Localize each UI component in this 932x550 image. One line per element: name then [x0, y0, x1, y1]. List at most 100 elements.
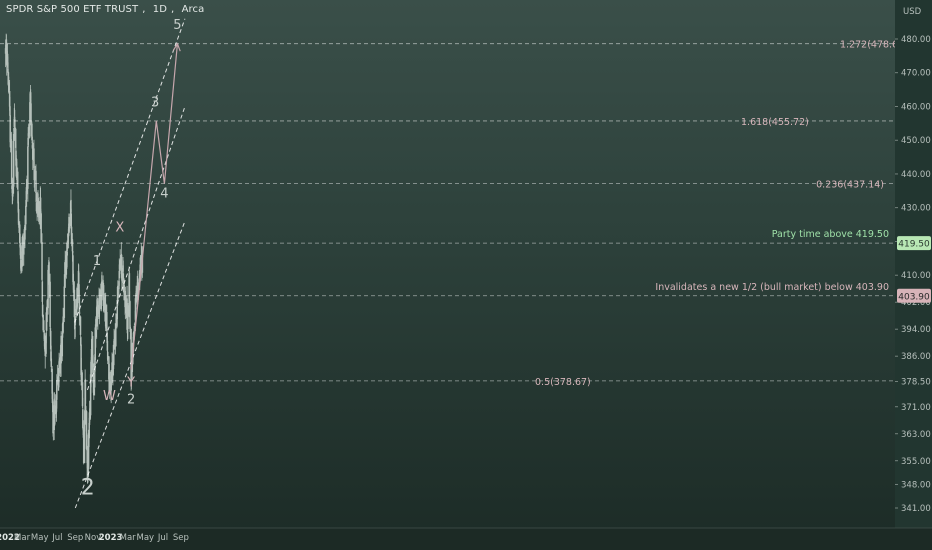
x-tick-label: Sep — [173, 533, 189, 543]
candle-body — [16, 171, 19, 190]
candle-body — [123, 285, 125, 295]
candle-body — [127, 311, 129, 317]
candle-body — [127, 311, 129, 330]
candle-body — [83, 420, 86, 464]
candle-body — [47, 269, 49, 309]
candle-body — [14, 128, 17, 148]
candle-body — [44, 342, 46, 356]
y-tick-label: 371.00 — [901, 403, 931, 413]
candle-body — [18, 223, 20, 225]
candle-series — [4, 33, 144, 484]
candle-body — [90, 349, 93, 361]
x-tick-label: 2023 — [99, 533, 123, 543]
x-tick-label: Mar — [14, 533, 31, 543]
candle-body — [78, 312, 81, 314]
candle-body — [61, 335, 64, 357]
candle-body — [72, 283, 75, 293]
candle-body — [66, 240, 69, 250]
candle-body — [65, 255, 68, 275]
wave-label: 4 — [160, 187, 168, 202]
price-scale: USD 341.00 348.00 355.00 363.00 371.00 378.50 3… — [895, 0, 932, 550]
projection-arrowhead — [172, 42, 181, 52]
candle-body — [89, 414, 91, 419]
candle-body — [58, 359, 61, 364]
candle-body — [99, 289, 101, 294]
exchange-label: Arca — [181, 4, 205, 15]
candle-body — [34, 171, 36, 174]
candle-body — [70, 199, 72, 213]
candle-body — [116, 299, 118, 320]
candle-body — [93, 363, 96, 388]
candle-body — [54, 405, 57, 415]
x-tick-label: Jul — [51, 533, 62, 543]
candle-body — [82, 427, 85, 435]
interval-label[interactable]: 1D — [152, 4, 168, 15]
candle-body — [113, 351, 115, 366]
channel-line — [86, 106, 186, 391]
candle-body — [33, 148, 35, 169]
candle-body — [29, 102, 31, 126]
candle-body — [36, 203, 38, 213]
wave-label: 3 — [151, 95, 159, 110]
candle-body — [41, 281, 44, 302]
y-tick-label: 470.00 — [901, 69, 931, 79]
candle-body — [21, 261, 23, 272]
candle-body — [12, 133, 15, 187]
x-tick-label: Mar — [120, 533, 137, 543]
candle-body — [16, 172, 18, 175]
level-label: Party time above 419.50 — [772, 229, 889, 240]
candle-body — [137, 283, 140, 294]
channel-line — [74, 18, 186, 323]
candle-body — [9, 115, 11, 143]
candle-body — [66, 251, 68, 256]
projection-line — [141, 43, 179, 259]
wave-label: W — [103, 389, 116, 404]
candle-body — [30, 103, 32, 126]
y-tick-label: 430.00 — [901, 204, 931, 214]
candle-body — [62, 317, 65, 322]
candle-body — [84, 379, 87, 404]
price-badge — [897, 288, 931, 303]
wave-label: 5 — [173, 18, 181, 33]
candle-body — [50, 358, 53, 367]
candle-body — [35, 192, 37, 202]
candle-body — [120, 254, 123, 278]
trend-channel — [74, 18, 186, 509]
candle-body — [79, 316, 82, 335]
symbol-name[interactable]: SPDR S&P 500 ETF TRUST — [6, 4, 139, 15]
candle-body — [73, 289, 76, 318]
candle-body — [49, 328, 52, 330]
candle-body — [22, 241, 24, 253]
candle-body — [17, 209, 20, 225]
x-tick-label: Jul — [157, 533, 168, 543]
candle-body — [35, 170, 37, 193]
candle-body — [129, 301, 131, 329]
candle-body — [68, 223, 71, 228]
candle-body — [97, 307, 99, 318]
chart-header: SPDR S&P 500 ETF TRUST, 1D, Arca — [6, 4, 205, 15]
wave-label: 1 — [93, 254, 101, 269]
candle-body — [92, 363, 94, 368]
candle-body — [128, 273, 131, 306]
level-label: 1.618(455.72) — [741, 117, 809, 128]
price-badge-label: 419.50 — [898, 240, 930, 250]
candle-body — [134, 298, 137, 320]
candle-body — [28, 123, 30, 131]
candle-body — [92, 370, 95, 393]
candle-body — [103, 297, 105, 302]
candle-body — [52, 432, 55, 434]
wave-label: 2 — [81, 476, 95, 501]
candle-body — [76, 294, 79, 304]
candle-body — [78, 297, 81, 313]
candle-body — [107, 356, 109, 360]
candle-body — [117, 287, 119, 289]
candle-body — [135, 290, 138, 303]
candle-body — [89, 374, 92, 416]
candle-body — [60, 354, 63, 362]
candle-body — [121, 268, 123, 282]
candle-body — [105, 311, 107, 329]
candle-body — [139, 257, 142, 280]
candle-body — [39, 197, 42, 215]
candle-body — [106, 340, 109, 351]
